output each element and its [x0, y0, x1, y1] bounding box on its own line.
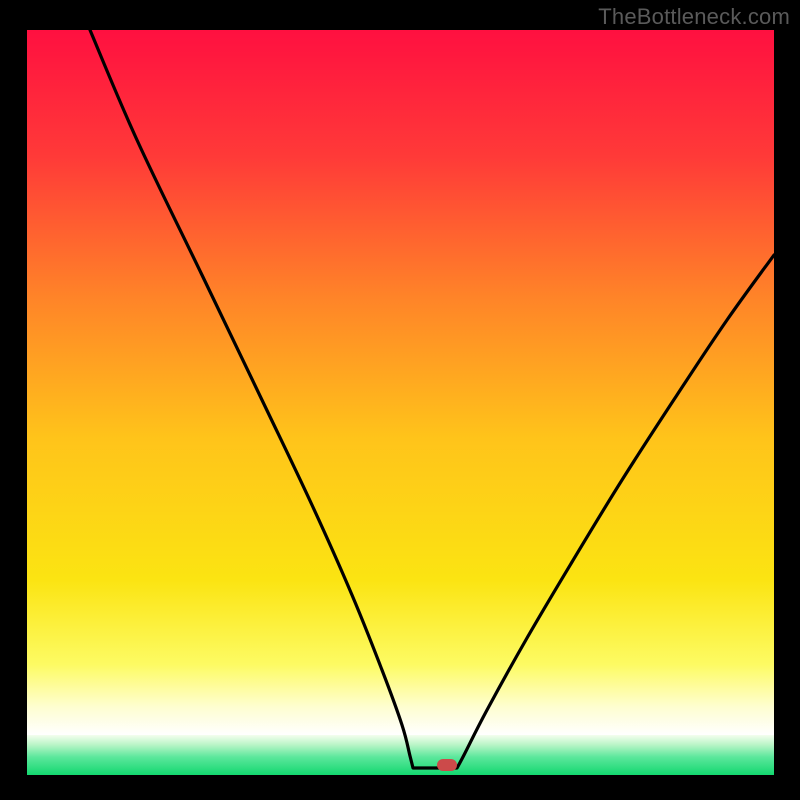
chart-container: TheBottleneck.com [0, 0, 800, 800]
plot-area [27, 30, 774, 775]
watermark-text: TheBottleneck.com [598, 4, 790, 30]
optimal-marker [437, 759, 457, 771]
bottleneck-curve [27, 30, 774, 775]
